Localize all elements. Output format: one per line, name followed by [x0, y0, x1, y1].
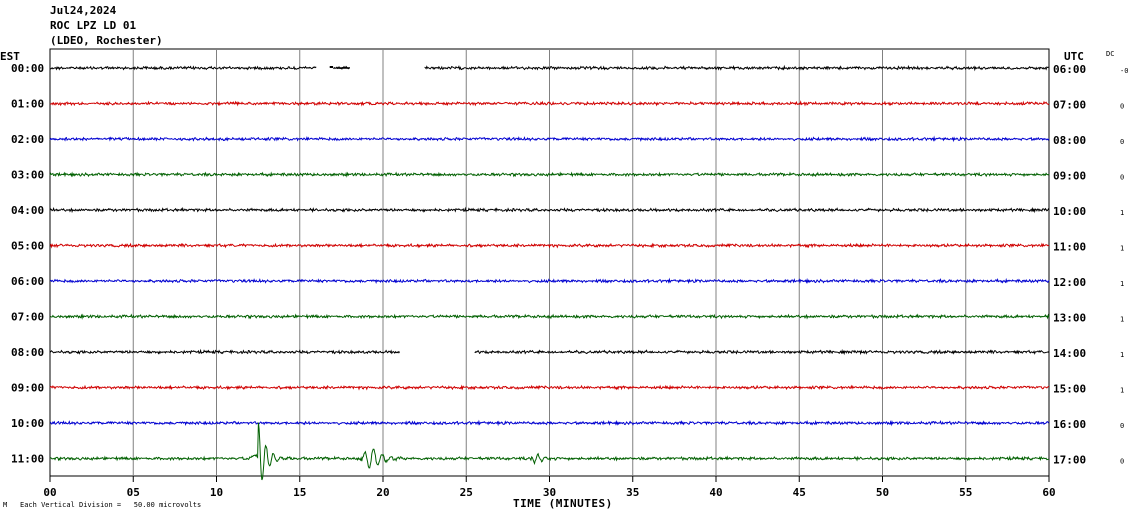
footer-glyph: M	[3, 501, 8, 509]
seismic-trace	[49, 171, 1050, 178]
dc-value: 0	[1120, 422, 1124, 430]
row-label-left: 03:00	[11, 169, 44, 182]
dc-value: 1	[1120, 387, 1124, 395]
seismic-trace	[49, 348, 1050, 356]
row-label-right: 11:00	[1053, 241, 1086, 254]
x-tick-label: 30	[543, 486, 556, 499]
dc-value: 1	[1120, 245, 1124, 253]
row-label-left: 06:00	[11, 275, 44, 288]
row-label-right: 08:00	[1053, 134, 1086, 147]
row-label-left: 11:00	[11, 453, 44, 466]
x-tick-label: 10	[210, 486, 223, 499]
dc-value: 1	[1120, 316, 1124, 324]
dc-value: 1	[1120, 209, 1124, 217]
dc-value: 1	[1120, 351, 1124, 359]
dc-value: 0	[1120, 103, 1124, 111]
row-label-left: 07:00	[11, 311, 44, 324]
dc-value: 0	[1120, 458, 1124, 466]
scale-note: Each Vertical Division = 50.00 microvolt…	[20, 501, 202, 509]
x-tick-label: 60	[1042, 486, 1055, 499]
row-label-right: 17:00	[1053, 454, 1086, 467]
row-label-right: 10:00	[1053, 205, 1086, 218]
x-tick-label: 50	[876, 486, 889, 499]
seismic-trace	[49, 100, 1050, 107]
row-label-left: 01:00	[11, 98, 44, 111]
seismic-trace	[49, 422, 1050, 481]
right-timezone-label: UTC	[1064, 50, 1084, 63]
network-label: (LDEO, Rochester)	[50, 34, 163, 47]
row-label-left: 08:00	[11, 346, 44, 359]
date-label: Jul24,2024	[50, 4, 117, 17]
seismic-trace	[49, 277, 1050, 285]
left-timezone-label: EST	[0, 50, 20, 63]
dc-header-label: DC	[1106, 50, 1115, 58]
row-label-right: 06:00	[1053, 63, 1086, 76]
row-label-left: 05:00	[11, 240, 44, 253]
x-tick-label: 20	[376, 486, 389, 499]
row-label-right: 07:00	[1053, 99, 1086, 112]
x-tick-label: 15	[293, 486, 306, 499]
dc-value: 0	[1120, 138, 1124, 146]
seismic-trace	[49, 206, 1050, 214]
seismic-trace	[49, 384, 1050, 391]
row-label-left: 09:00	[11, 382, 44, 395]
row-label-right: 14:00	[1053, 347, 1086, 360]
x-tick-label: 40	[709, 486, 722, 499]
x-tick-label: 05	[127, 486, 140, 499]
row-label-right: 16:00	[1053, 418, 1086, 431]
seismic-trace	[49, 419, 1050, 427]
seismic-trace	[49, 135, 1050, 143]
x-axis-title: TIME (MINUTES)	[513, 497, 613, 510]
row-label-left: 02:00	[11, 133, 44, 146]
row-label-left: 04:00	[11, 204, 44, 217]
station-label: ROC LPZ LD 01	[50, 19, 137, 32]
row-label-right: 12:00	[1053, 276, 1086, 289]
dc-value: 1	[1120, 280, 1124, 288]
x-tick-label: 25	[460, 486, 473, 499]
row-label-right: 09:00	[1053, 170, 1086, 183]
seismic-trace	[49, 242, 1050, 249]
row-label-left: 00:00	[11, 62, 44, 75]
x-tick-label: 35	[626, 486, 639, 499]
dc-value: 0	[1120, 174, 1124, 182]
seismic-trace	[49, 313, 1050, 320]
row-label-right: 13:00	[1053, 312, 1086, 325]
x-tick-label: 00	[43, 486, 56, 499]
row-label-right: 15:00	[1053, 383, 1086, 396]
row-label-left: 10:00	[11, 417, 44, 430]
dc-value: -0	[1120, 67, 1128, 75]
x-tick-label: 55	[959, 486, 972, 499]
x-tick-label: 45	[793, 486, 806, 499]
